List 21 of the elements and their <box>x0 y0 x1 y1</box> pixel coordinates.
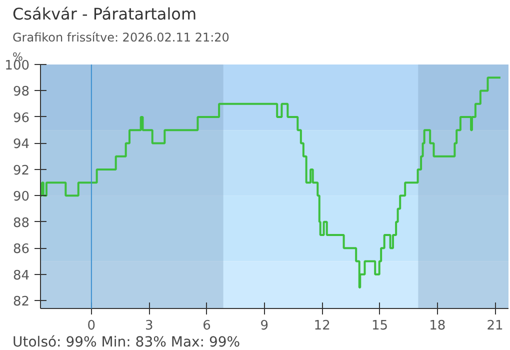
x-tick-label: 12 <box>314 318 330 334</box>
y-tick-label: 90 <box>12 190 30 205</box>
chart-title: Csákvár - Páratartalom <box>12 4 197 24</box>
x-tick-label: 3 <box>144 318 154 334</box>
y-tick-label: 84 <box>12 268 30 284</box>
x-tick-label: 18 <box>429 318 446 334</box>
x-tick-label: 21 <box>486 318 504 334</box>
y-tick-label: 94 <box>12 137 30 152</box>
y-tick-label: 92 <box>12 163 30 178</box>
y-tick-label: 86 <box>12 242 30 258</box>
y-tick-label: 96 <box>12 110 30 126</box>
y-tick-label: 88 <box>12 216 30 231</box>
x-tick-label: 0 <box>87 318 96 334</box>
chart-subtitle: Grafikon frissítve: 2026.02.11 21:20 <box>12 30 230 44</box>
y-tick-label: 82 <box>12 294 30 310</box>
y-tick-label: 100 <box>4 58 30 74</box>
x-tick-label: 9 <box>260 318 269 334</box>
x-tick-label: 15 <box>371 318 388 334</box>
y-tick-label: 98 <box>12 84 30 100</box>
text: Utolsó: 99% Min: 83% Max: 99% <box>12 334 240 350</box>
x-tick-label: 6 <box>202 318 211 334</box>
